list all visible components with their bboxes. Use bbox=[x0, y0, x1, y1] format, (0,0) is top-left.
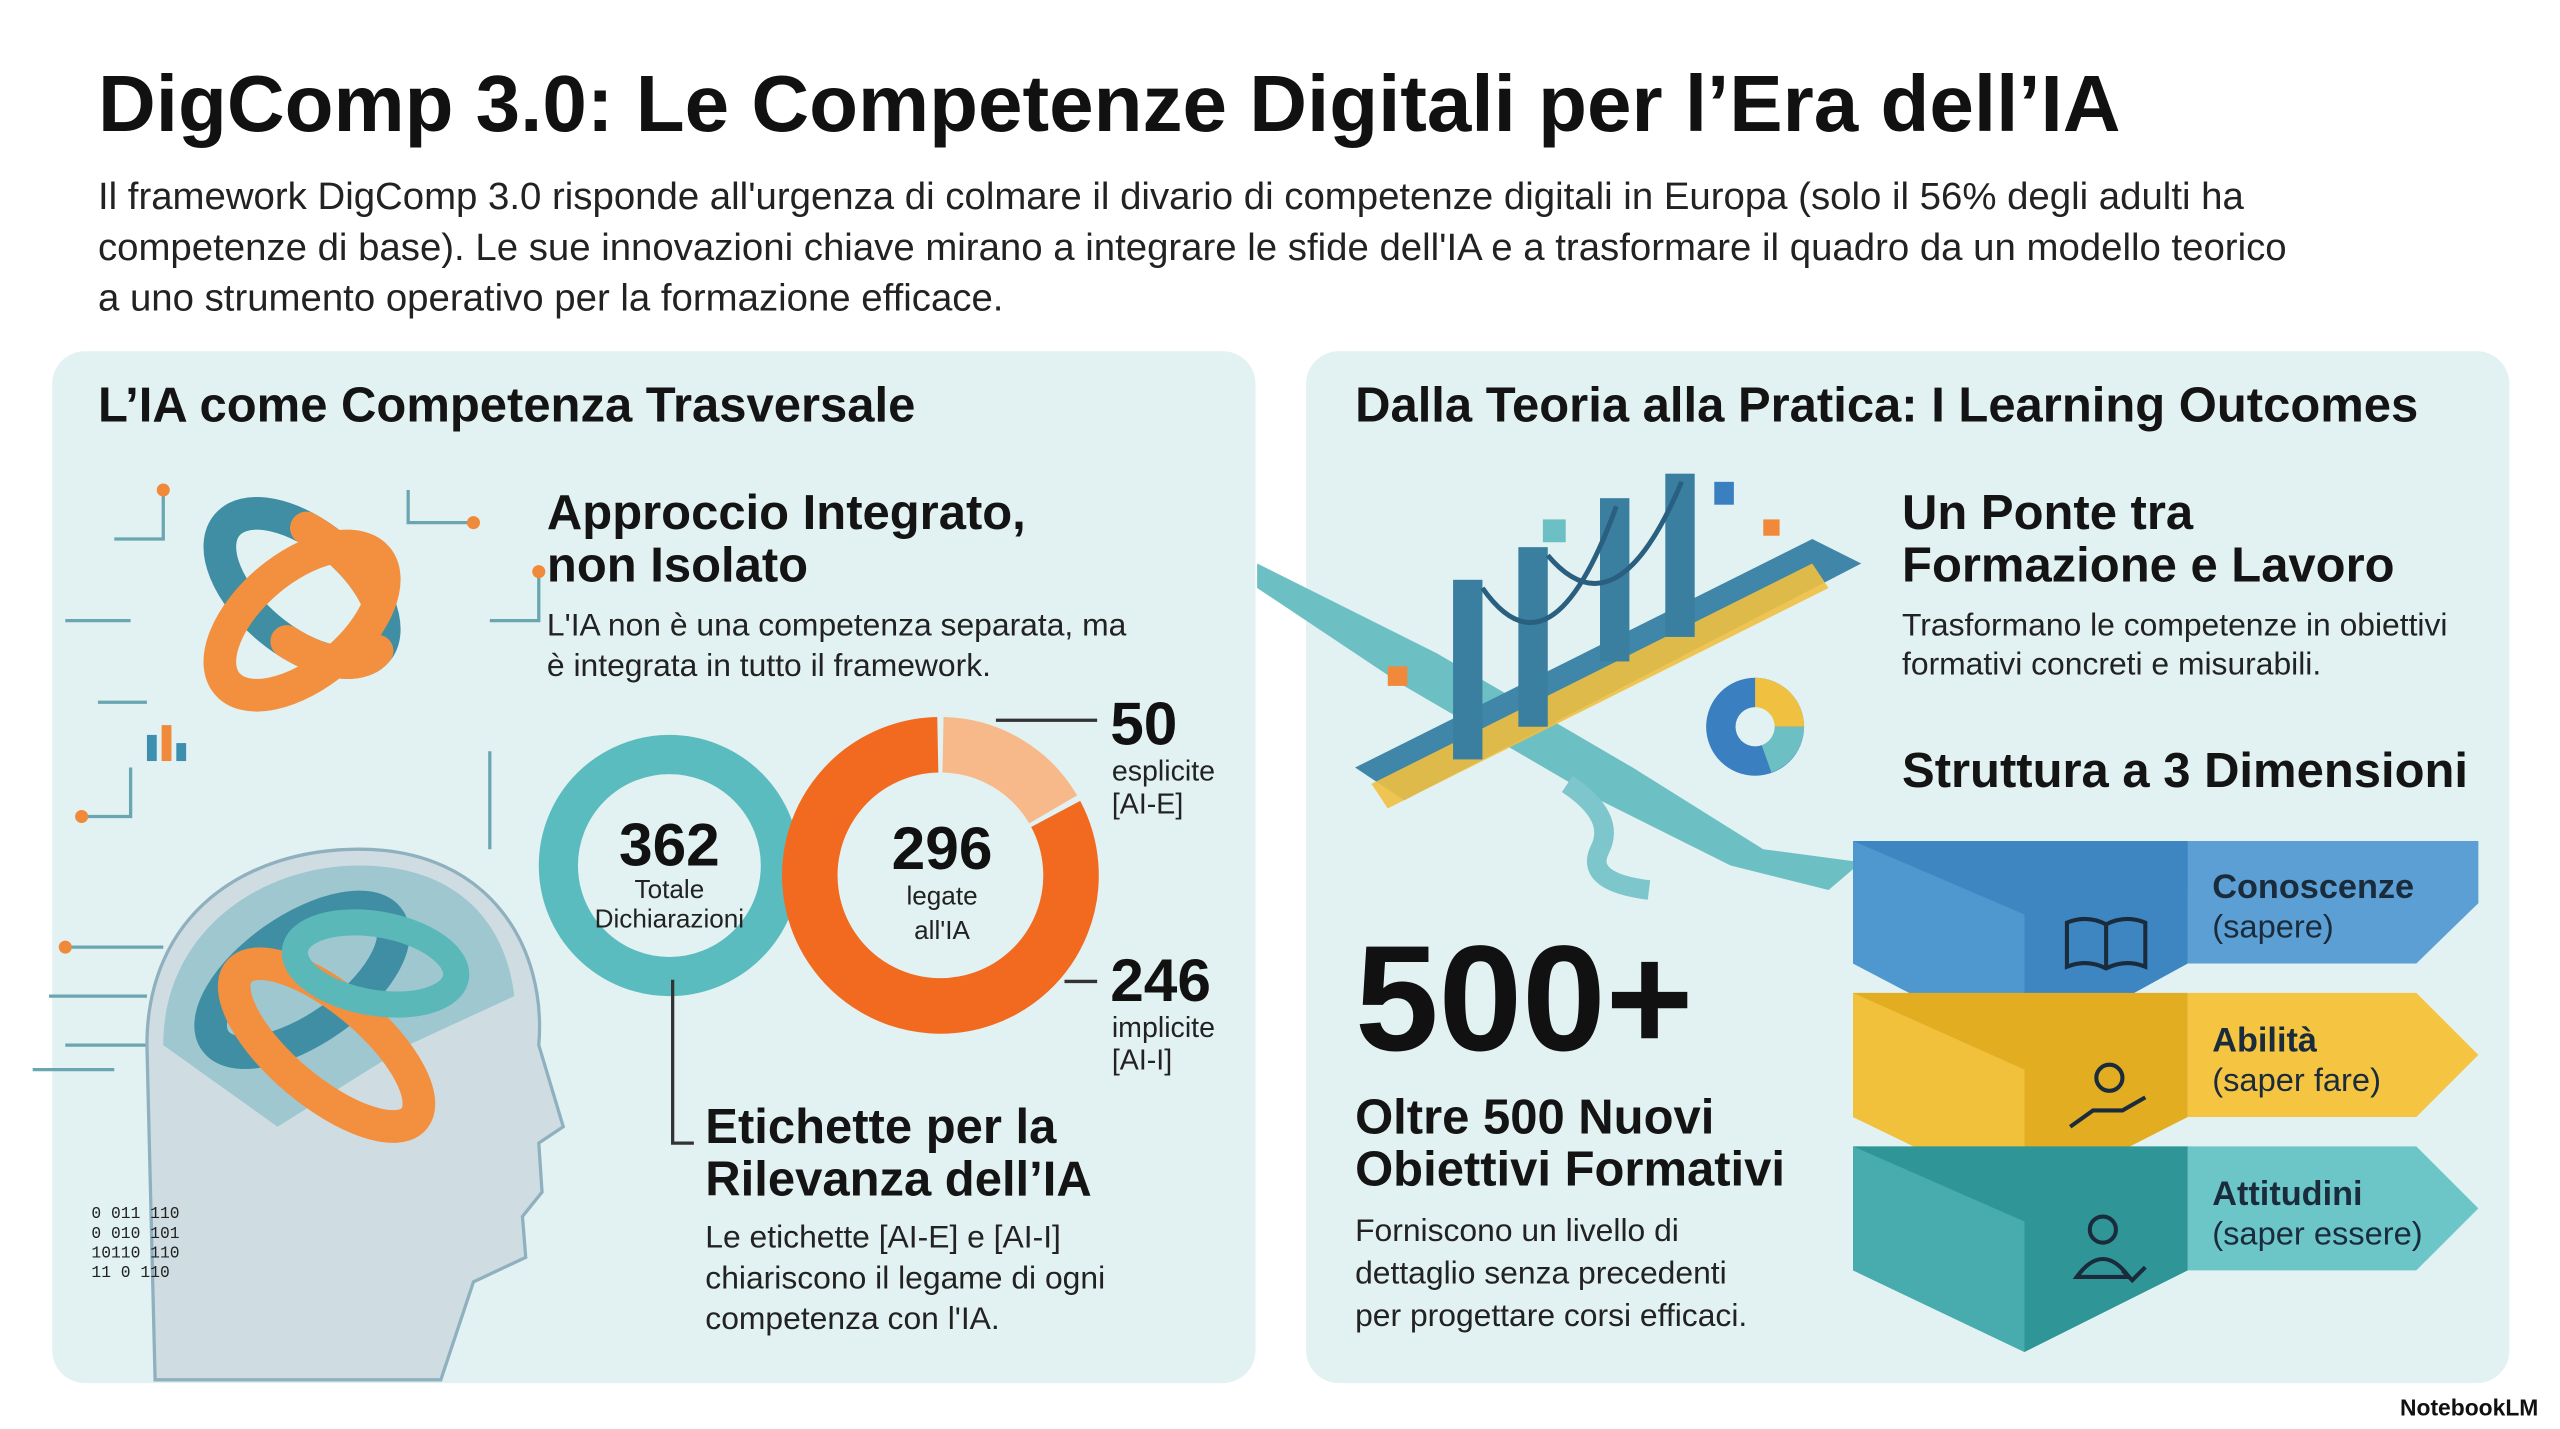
section-body: per progettare corsi efficaci. bbox=[1355, 1297, 1747, 1333]
stat-label: implicite bbox=[1112, 1012, 1215, 1044]
svg-text:0 010 101: 0 010 101 bbox=[91, 1224, 179, 1243]
stat-label: [AI-E] bbox=[1112, 788, 1183, 820]
big-figure: 500+ bbox=[1355, 914, 1693, 1082]
subtitle: a uno strumento operativo per la formazi… bbox=[98, 276, 1004, 319]
dimension-name: Conoscenze bbox=[2212, 868, 2414, 906]
stat-value: 246 bbox=[1110, 946, 1211, 1014]
section-title: Struttura a 3 Dimensioni bbox=[1902, 744, 2468, 798]
dimension-name: Attitudini bbox=[2212, 1175, 2362, 1213]
donut-segment bbox=[782, 716, 1099, 1034]
stat-value: 296 bbox=[892, 814, 993, 882]
section-body: è integrata in tutto il framework. bbox=[547, 647, 991, 683]
stat-label: all'IA bbox=[914, 915, 970, 945]
stat-label: Totale bbox=[635, 874, 705, 904]
section-body: L'IA non è una competenza separata, ma bbox=[547, 606, 1127, 642]
panel-heading: L’IA come Competenza Trasversale bbox=[98, 378, 915, 432]
section-body: formativi concreti e misurabili. bbox=[1902, 646, 2321, 682]
section-body: competenza con l'IA. bbox=[705, 1300, 999, 1336]
bridge-illustration bbox=[1257, 473, 1862, 900]
section-title: Oltre 500 Nuovi bbox=[1355, 1090, 1714, 1144]
stat-label: Dichiarazioni bbox=[595, 904, 744, 934]
dimension-blocks bbox=[1853, 841, 2479, 1353]
subtitle: competenze di base). Le sue innovazioni … bbox=[98, 226, 2287, 269]
section-title: non Isolato bbox=[547, 538, 808, 592]
subtitle: Il framework DigComp 3.0 risponde all'ur… bbox=[98, 175, 2245, 218]
stat-value: 362 bbox=[619, 811, 720, 879]
footer-brand: NotebookLM bbox=[2400, 1395, 2538, 1421]
section-title: Rilevanza dell’IA bbox=[705, 1152, 1091, 1206]
dimension-desc: (saper fare) bbox=[2212, 1061, 2381, 1098]
donut-ring bbox=[538, 734, 800, 997]
section-body: dettaglio senza precedenti bbox=[1355, 1254, 1727, 1290]
stat-label: [AI-I] bbox=[1112, 1045, 1172, 1077]
section-body: Le etichette [AI-E] e [AI-I] bbox=[705, 1219, 1061, 1255]
section-title: Obiettivi Formativi bbox=[1355, 1143, 1785, 1197]
svg-text:0 011 110: 0 011 110 bbox=[91, 1204, 179, 1223]
section-title: Etichette per la bbox=[705, 1100, 1057, 1154]
panel-heading: Dalla Teoria alla Pratica: I Learning Ou… bbox=[1355, 378, 2418, 432]
stat-label: legate bbox=[906, 881, 977, 911]
title: DigComp 3.0: Le Competenze Digitali per … bbox=[98, 59, 2121, 148]
donut-charts bbox=[538, 716, 1099, 1034]
bracket-line bbox=[671, 979, 694, 1145]
dimension-name: Abilità bbox=[2212, 1022, 2318, 1060]
donut-segment bbox=[941, 716, 1078, 825]
dimension-desc: (saper essere) bbox=[2212, 1214, 2422, 1251]
stat-value: 50 bbox=[1110, 690, 1177, 758]
section-title: Approccio Integrato, bbox=[547, 486, 1026, 540]
section-title: Un Ponte tra bbox=[1902, 486, 2194, 540]
dimension-desc: (sapere) bbox=[2212, 907, 2334, 944]
section-body: Forniscono un livello di bbox=[1355, 1212, 1679, 1248]
svg-text:10110 110: 10110 110 bbox=[91, 1243, 179, 1262]
section-title: Formazione e Lavoro bbox=[1902, 538, 2395, 592]
section-body: Trasformano le competenze in obiettivi bbox=[1902, 606, 2447, 642]
section-body: chiariscono il legame di ogni bbox=[705, 1259, 1105, 1295]
svg-text:11 0 110: 11 0 110 bbox=[91, 1263, 169, 1282]
stat-label: esplicite bbox=[1112, 756, 1215, 788]
